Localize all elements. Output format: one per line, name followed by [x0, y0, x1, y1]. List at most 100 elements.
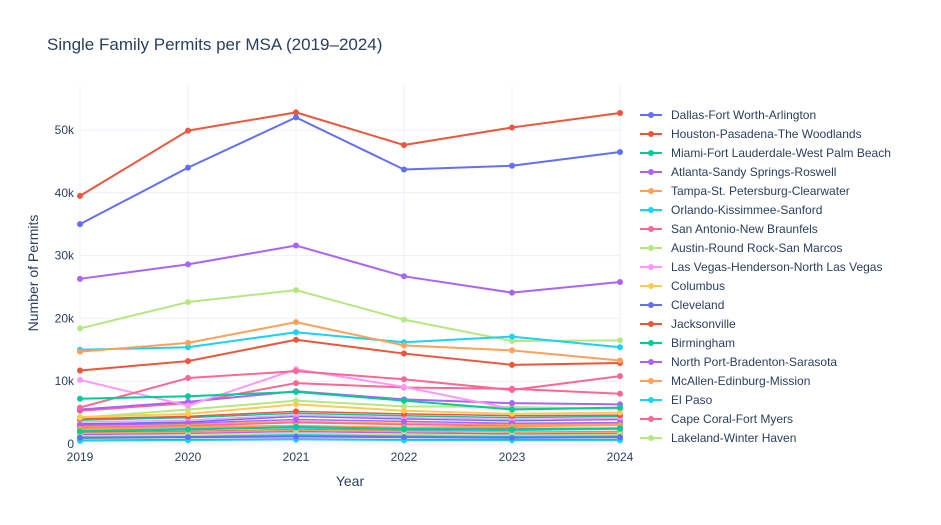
legend-item[interactable]: El Paso	[640, 393, 713, 407]
data-point[interactable]	[77, 404, 83, 411]
data-point[interactable]	[617, 148, 623, 155]
data-point[interactable]	[185, 261, 191, 268]
legend-label: Austin-Round Rock-San Marcos	[671, 241, 842, 255]
data-point[interactable]	[77, 367, 83, 374]
data-point[interactable]	[185, 358, 191, 365]
data-point[interactable]	[77, 348, 83, 355]
data-point[interactable]	[509, 347, 515, 354]
legend-item[interactable]: Austin-Round Rock-San Marcos	[640, 241, 842, 255]
data-point[interactable]	[617, 404, 623, 411]
legend-item[interactable]: Tampa-St. Petersburg-Clearwater	[640, 184, 850, 198]
data-point[interactable]	[617, 337, 623, 344]
data-point[interactable]	[185, 299, 191, 306]
legend-item[interactable]: Jacksonville	[640, 317, 736, 331]
data-point[interactable]	[617, 390, 623, 397]
background-data-point[interactable]	[293, 416, 299, 423]
data-point[interactable]	[617, 373, 623, 380]
data-point[interactable]	[509, 400, 515, 407]
data-point[interactable]	[401, 403, 407, 410]
data-point[interactable]	[401, 350, 407, 357]
data-point[interactable]	[509, 410, 515, 417]
data-point[interactable]	[509, 333, 515, 340]
data-point[interactable]	[401, 407, 407, 414]
data-point[interactable]	[401, 342, 407, 349]
data-point[interactable]	[185, 434, 191, 441]
data-point[interactable]	[293, 380, 299, 387]
data-point[interactable]	[617, 425, 623, 432]
legend-item[interactable]: Miami-Fort Lauderdale-West Palm Beach	[640, 146, 891, 160]
data-point[interactable]	[77, 221, 83, 228]
data-point[interactable]	[77, 325, 83, 332]
data-point[interactable]	[293, 109, 299, 116]
data-point[interactable]	[401, 142, 407, 149]
data-point[interactable]	[77, 192, 83, 199]
data-point[interactable]	[401, 434, 407, 441]
legend-item[interactable]: Cape Coral-Fort Myers	[640, 412, 793, 426]
data-point[interactable]	[293, 368, 299, 375]
background-data-point[interactable]	[401, 418, 407, 425]
data-point[interactable]	[185, 402, 191, 409]
legend-item[interactable]: San Antonio-New Braunfels	[640, 222, 818, 236]
data-point[interactable]	[185, 393, 191, 400]
data-point[interactable]	[401, 425, 407, 432]
legend-item[interactable]: Las Vegas-Henderson-North Las Vegas	[640, 260, 882, 274]
data-point[interactable]	[401, 376, 407, 383]
data-point[interactable]	[293, 287, 299, 294]
data-point[interactable]	[401, 383, 407, 390]
data-point[interactable]	[185, 164, 191, 171]
data-point[interactable]	[293, 424, 299, 431]
data-point[interactable]	[617, 278, 623, 285]
data-point[interactable]	[617, 357, 623, 364]
legend-item[interactable]: North Port-Bradenton-Sarasota	[640, 355, 837, 369]
data-point[interactable]	[293, 401, 299, 408]
data-point[interactable]	[77, 376, 83, 383]
data-point[interactable]	[293, 336, 299, 343]
data-point[interactable]	[509, 124, 515, 131]
data-point[interactable]	[617, 434, 623, 441]
data-point[interactable]	[509, 426, 515, 433]
legend-item[interactable]: Cleveland	[640, 298, 724, 312]
legend-item[interactable]: Houston-Pasadena-The Woodlands	[640, 127, 862, 141]
legend-item[interactable]: Birmingham	[640, 336, 735, 350]
legend-item[interactable]: McAllen-Edinburg-Mission	[640, 374, 810, 388]
legend-item[interactable]: Dallas-Fort Worth-Arlington	[640, 108, 816, 122]
data-point[interactable]	[509, 289, 515, 296]
data-point[interactable]	[509, 386, 515, 393]
data-point[interactable]	[185, 410, 191, 417]
data-point[interactable]	[617, 344, 623, 351]
data-point[interactable]	[509, 406, 515, 413]
data-point[interactable]	[509, 337, 515, 344]
data-point[interactable]	[509, 434, 515, 441]
data-point[interactable]	[293, 388, 299, 395]
data-point[interactable]	[77, 395, 83, 402]
data-point[interactable]	[293, 319, 299, 326]
data-point[interactable]	[509, 162, 515, 169]
legend-item[interactable]: Atlanta-Sandy Springs-Roswell	[640, 165, 836, 179]
data-point[interactable]	[77, 275, 83, 282]
legend-item[interactable]: Lakeland-Winter Haven	[640, 431, 796, 445]
legend-item[interactable]: Orlando-Kissimmee-Sanford	[640, 203, 822, 217]
data-point[interactable]	[185, 426, 191, 433]
data-point[interactable]	[185, 339, 191, 346]
legend-item[interactable]: Columbus	[640, 279, 725, 293]
data-point[interactable]	[185, 127, 191, 134]
data-point[interactable]	[509, 361, 515, 368]
data-point[interactable]	[401, 397, 407, 404]
data-point[interactable]	[401, 273, 407, 280]
data-point[interactable]	[293, 114, 299, 121]
data-point[interactable]	[617, 110, 623, 117]
data-point[interactable]	[77, 434, 83, 441]
data-point[interactable]	[293, 433, 299, 440]
data-point[interactable]	[401, 166, 407, 173]
legend[interactable]: Dallas-Fort Worth-Arlington Houston-Pasad…	[640, 108, 891, 445]
legend-label: Miami-Fort Lauderdale-West Palm Beach	[671, 146, 891, 160]
data-point[interactable]	[77, 428, 83, 435]
data-point[interactable]	[401, 316, 407, 323]
data-point[interactable]	[185, 375, 191, 382]
data-point[interactable]	[617, 409, 623, 416]
data-point[interactable]	[293, 329, 299, 336]
data-point[interactable]	[77, 413, 83, 420]
background-data-point[interactable]	[293, 408, 299, 415]
data-point[interactable]	[185, 344, 191, 351]
data-point[interactable]	[293, 242, 299, 249]
